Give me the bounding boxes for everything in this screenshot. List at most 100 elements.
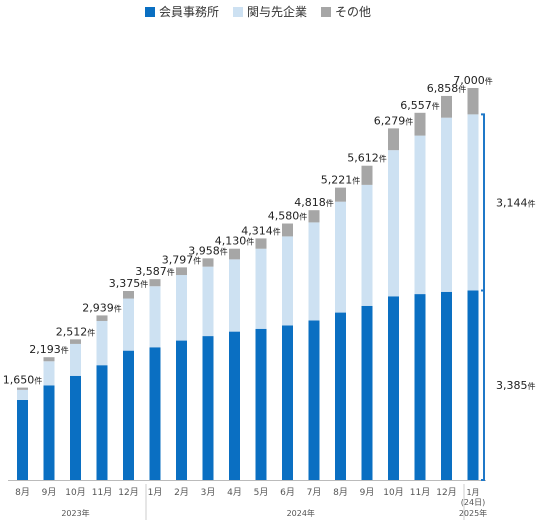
- bracket-label: 3,144件: [496, 196, 536, 209]
- bar-segment-3: [361, 165, 373, 185]
- bar-segment-2: [149, 286, 161, 348]
- total-value: 2,193: [29, 343, 61, 356]
- total-unit: 件: [246, 237, 254, 247]
- total-unit: 件: [167, 267, 175, 277]
- total-value: 5,221: [321, 174, 353, 187]
- total-unit: 件: [432, 101, 440, 111]
- bar-segment-3: [282, 223, 293, 237]
- total-unit: 件: [273, 226, 281, 236]
- bar-segment-2: [43, 361, 55, 386]
- x-tick-label: 12月: [436, 487, 456, 498]
- total-value: 1,650: [3, 374, 35, 387]
- x-tick-label: 10月: [383, 487, 403, 498]
- bar-segment-3: [229, 248, 240, 260]
- total-label: 6,279件: [374, 114, 414, 127]
- bar-segment-1: [176, 340, 187, 480]
- x-tick-label: 10月: [65, 487, 85, 498]
- total-value: 2,939: [82, 301, 114, 314]
- x-tick-label: 11月: [410, 487, 430, 498]
- total-value: 3,958: [188, 244, 220, 257]
- x-tick-label: 3月: [201, 487, 216, 498]
- total-value: 7,000: [453, 74, 485, 87]
- legend-item-member: 会員事務所: [145, 3, 219, 20]
- total-unit: 件: [405, 116, 413, 126]
- total-label: 3,587件: [135, 265, 175, 278]
- total-label: 2,939件: [82, 301, 122, 314]
- x-tick-label: 8月: [15, 487, 30, 498]
- total-unit: 件: [299, 212, 307, 222]
- bar-segment-3: [176, 267, 187, 276]
- bar-segment-2: [388, 150, 399, 297]
- bar-segment-1: [388, 296, 399, 480]
- total-label: 3,797件: [162, 253, 202, 266]
- bar-segment-3: [441, 95, 452, 118]
- bar-segment-2: [414, 135, 426, 295]
- total-value: 4,314: [241, 224, 273, 237]
- bar-segment-2: [282, 236, 293, 326]
- total-value: 6,858: [427, 82, 459, 95]
- total-unit: 件: [193, 255, 201, 265]
- bar-segment-1: [255, 328, 267, 480]
- bar-segment-3: [43, 357, 55, 362]
- total-unit: 件: [220, 246, 228, 256]
- bar-segment-1: [149, 347, 161, 480]
- total-label: 2,193件: [29, 343, 69, 356]
- bar-segment-3: [467, 88, 479, 115]
- total-label: 6,858件: [427, 82, 467, 95]
- bar-segment-1: [441, 291, 452, 480]
- total-label: 7,000件: [453, 74, 493, 87]
- bar-segment-1: [414, 294, 426, 480]
- bar-segment-1: [202, 336, 214, 480]
- total-label: 5,221件: [321, 174, 361, 187]
- bar-segment-2: [255, 248, 267, 329]
- x-tick-label: 1月: [466, 488, 479, 497]
- total-label: 3,958件: [188, 244, 228, 257]
- bar-segment-1: [17, 399, 28, 480]
- bar-segment-2: [96, 320, 108, 366]
- x-tick-label: 11月: [92, 487, 112, 498]
- x-tick-label: (24日): [461, 498, 485, 507]
- bar-segment-1: [467, 290, 479, 480]
- total-value: 5,612: [347, 152, 379, 165]
- bracket: [481, 289, 485, 481]
- x-tick-label: 6月: [280, 487, 295, 498]
- x-tick-label: 8月: [333, 487, 348, 498]
- total-label: 2,512件: [56, 325, 96, 338]
- total-value: 6,557: [400, 99, 432, 112]
- bar-segment-2: [441, 117, 452, 292]
- bar-segment-3: [335, 187, 346, 202]
- total-value: 3,587: [135, 265, 167, 278]
- total-value: 4,818: [294, 196, 326, 209]
- x-tick-label: 1月: [148, 487, 163, 498]
- bar-segment-3: [96, 315, 108, 321]
- legend-swatch-related: [233, 6, 244, 17]
- year-label: 2025年: [459, 508, 487, 518]
- legend-swatch-other: [321, 6, 332, 17]
- bar-segment-1: [282, 325, 293, 480]
- total-label: 1,650件: [3, 374, 43, 387]
- total-unit: 件: [114, 303, 122, 313]
- x-tick-label: 12月: [118, 487, 138, 498]
- legend-label-member: 会員事務所: [159, 5, 220, 19]
- total-label: 3,375件: [109, 277, 149, 290]
- bar-segment-3: [70, 339, 81, 344]
- bracket-value: 3,385: [496, 379, 528, 392]
- bar-segment-1: [70, 375, 81, 480]
- total-unit: 件: [326, 198, 334, 208]
- bracket-value: 3,144: [496, 196, 528, 209]
- bar-segment-2: [361, 184, 373, 306]
- bar-segment-2: [202, 266, 214, 337]
- bar-segment-2: [123, 298, 134, 351]
- total-value: 4,130: [215, 235, 247, 248]
- bar-segment-2: [17, 389, 28, 400]
- x-tick-label: 7月: [307, 487, 322, 498]
- total-unit: 件: [87, 327, 95, 337]
- bracket-unit: 件: [528, 381, 536, 391]
- bracket: [481, 113, 485, 292]
- bar-segment-1: [123, 350, 134, 480]
- bar-segment-2: [229, 259, 240, 332]
- bar-segment-2: [335, 201, 346, 313]
- bar-segment-1: [308, 320, 320, 480]
- total-unit: 件: [34, 376, 42, 386]
- legend-label-related: 関与先企業: [247, 5, 308, 19]
